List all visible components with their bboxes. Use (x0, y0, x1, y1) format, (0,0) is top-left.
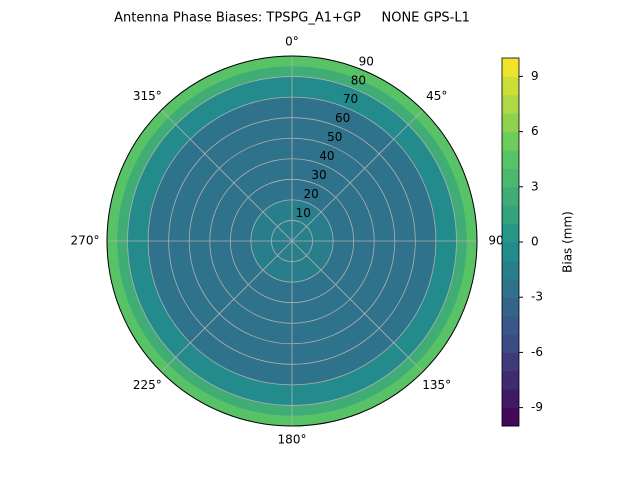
chart-title: Antenna Phase Biases: TPSPG_A1+GP NONE G… (114, 11, 470, 26)
grid-spoke (291, 109, 424, 242)
colorbar-band (502, 334, 519, 353)
colorbar-band (502, 260, 519, 280)
r-tick-label: 60 (335, 111, 350, 125)
theta-tick-label: 0° (285, 35, 299, 49)
polar-frame (106, 55, 478, 427)
colorbar-tick-label: 3 (531, 179, 539, 193)
colorbar-band (502, 315, 519, 335)
colorbar-band (502, 186, 519, 206)
polar-grid (106, 55, 478, 427)
colorbar-band (502, 113, 519, 133)
r-tick-label: 40 (319, 149, 334, 163)
colorbar-band (502, 223, 519, 243)
colorbar-tick-label: 9 (531, 69, 539, 83)
colorbar-band (502, 278, 519, 298)
theta-tick-label: 135° (422, 378, 451, 392)
colorbar-band (502, 168, 519, 188)
colorbar-band (502, 242, 519, 261)
colorbar-band (502, 389, 519, 409)
r-tick-label: 10 (296, 206, 311, 220)
r-tick-label: 90 (359, 54, 374, 68)
colorbar-band (502, 205, 519, 225)
colorbar-band (502, 407, 519, 427)
colorbar-tick-label: 6 (531, 124, 539, 138)
colorbar-band (502, 76, 519, 96)
colorbar-band (502, 352, 519, 372)
r-tick-label: 70 (343, 92, 358, 106)
colorbar-band (502, 370, 519, 390)
r-tick-label: 80 (351, 73, 366, 87)
colorbar-tick-label: -3 (531, 290, 543, 304)
theta-tick-label: 180° (278, 433, 307, 447)
colorbar-band (502, 131, 519, 151)
theta-tick-label: 225° (133, 378, 162, 392)
colorbar-band (502, 297, 519, 317)
colorbar-band (502, 58, 519, 77)
theta-tick-label: 45° (426, 89, 447, 103)
grid-spoke (291, 240, 424, 373)
theta-tick-label: 270° (71, 234, 100, 248)
r-tick-label: 50 (327, 130, 342, 144)
colorbar: -9 -6 -3 0 3 6 9 (501, 57, 543, 427)
theta-tick-label: 315° (133, 89, 162, 103)
colorbar-label: Bias (mm) (561, 211, 575, 273)
grid-spoke (160, 240, 293, 373)
colorbar-tick-label: -9 (531, 400, 543, 414)
tick-labels: 1020304050607080900°45°90°135°180°225°27… (71, 35, 510, 447)
r-tick-label: 30 (311, 168, 326, 182)
colorbar-tick-label: 0 (531, 235, 539, 249)
colorbar-tick-label: -6 (531, 345, 543, 359)
colorbar-band (502, 94, 519, 114)
grid-spoke (160, 109, 293, 242)
colorbar-band (502, 150, 519, 169)
r-tick-label: 20 (304, 187, 319, 201)
